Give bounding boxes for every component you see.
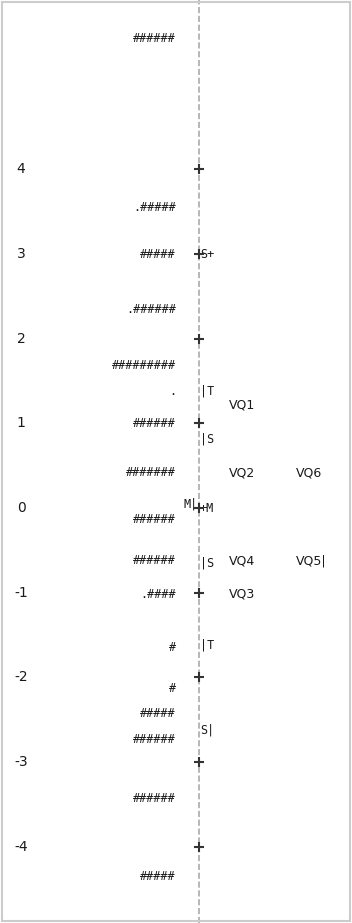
Text: VQ4: VQ4 xyxy=(229,554,255,567)
Text: #####: ##### xyxy=(140,869,176,883)
Text: |T: |T xyxy=(200,385,214,398)
Text: |S: |S xyxy=(200,432,214,445)
Text: ######: ###### xyxy=(133,512,176,525)
Text: M|: M| xyxy=(184,497,198,510)
Text: 0: 0 xyxy=(17,501,25,515)
Text: .######: .###### xyxy=(126,303,176,316)
Text: VQ1: VQ1 xyxy=(229,398,255,412)
Text: #: # xyxy=(169,682,176,695)
Text: 3: 3 xyxy=(17,247,25,261)
Text: S+: S+ xyxy=(200,247,214,260)
Text: ######: ###### xyxy=(133,31,176,44)
Text: 4: 4 xyxy=(17,162,25,176)
Text: |T: |T xyxy=(200,639,214,652)
Text: VQ6: VQ6 xyxy=(296,466,322,479)
Text: -4: -4 xyxy=(14,840,28,854)
Text: VQ5|: VQ5| xyxy=(296,554,326,567)
Text: #######: ####### xyxy=(126,466,176,479)
Text: ######: ###### xyxy=(133,733,176,746)
Text: #####: ##### xyxy=(140,707,176,720)
Text: |S: |S xyxy=(200,557,214,569)
Text: #########: ######### xyxy=(112,359,176,372)
Text: .: . xyxy=(169,385,176,398)
Text: #: # xyxy=(169,641,176,654)
Text: -1: -1 xyxy=(14,586,28,600)
Text: ######: ###### xyxy=(133,792,176,805)
Text: VQ2: VQ2 xyxy=(229,466,255,479)
Text: ######: ###### xyxy=(133,417,176,430)
Text: VQ3: VQ3 xyxy=(229,588,255,601)
Text: 2: 2 xyxy=(17,331,25,346)
Text: .####: .#### xyxy=(140,588,176,601)
Text: +M: +M xyxy=(200,501,214,515)
Text: .#####: .##### xyxy=(133,201,176,214)
Text: S|: S| xyxy=(200,724,214,737)
Text: -2: -2 xyxy=(14,670,28,685)
Text: 1: 1 xyxy=(17,416,26,430)
Text: #####: ##### xyxy=(140,247,176,260)
Text: ######: ###### xyxy=(133,554,176,567)
Text: -3: -3 xyxy=(14,755,28,769)
